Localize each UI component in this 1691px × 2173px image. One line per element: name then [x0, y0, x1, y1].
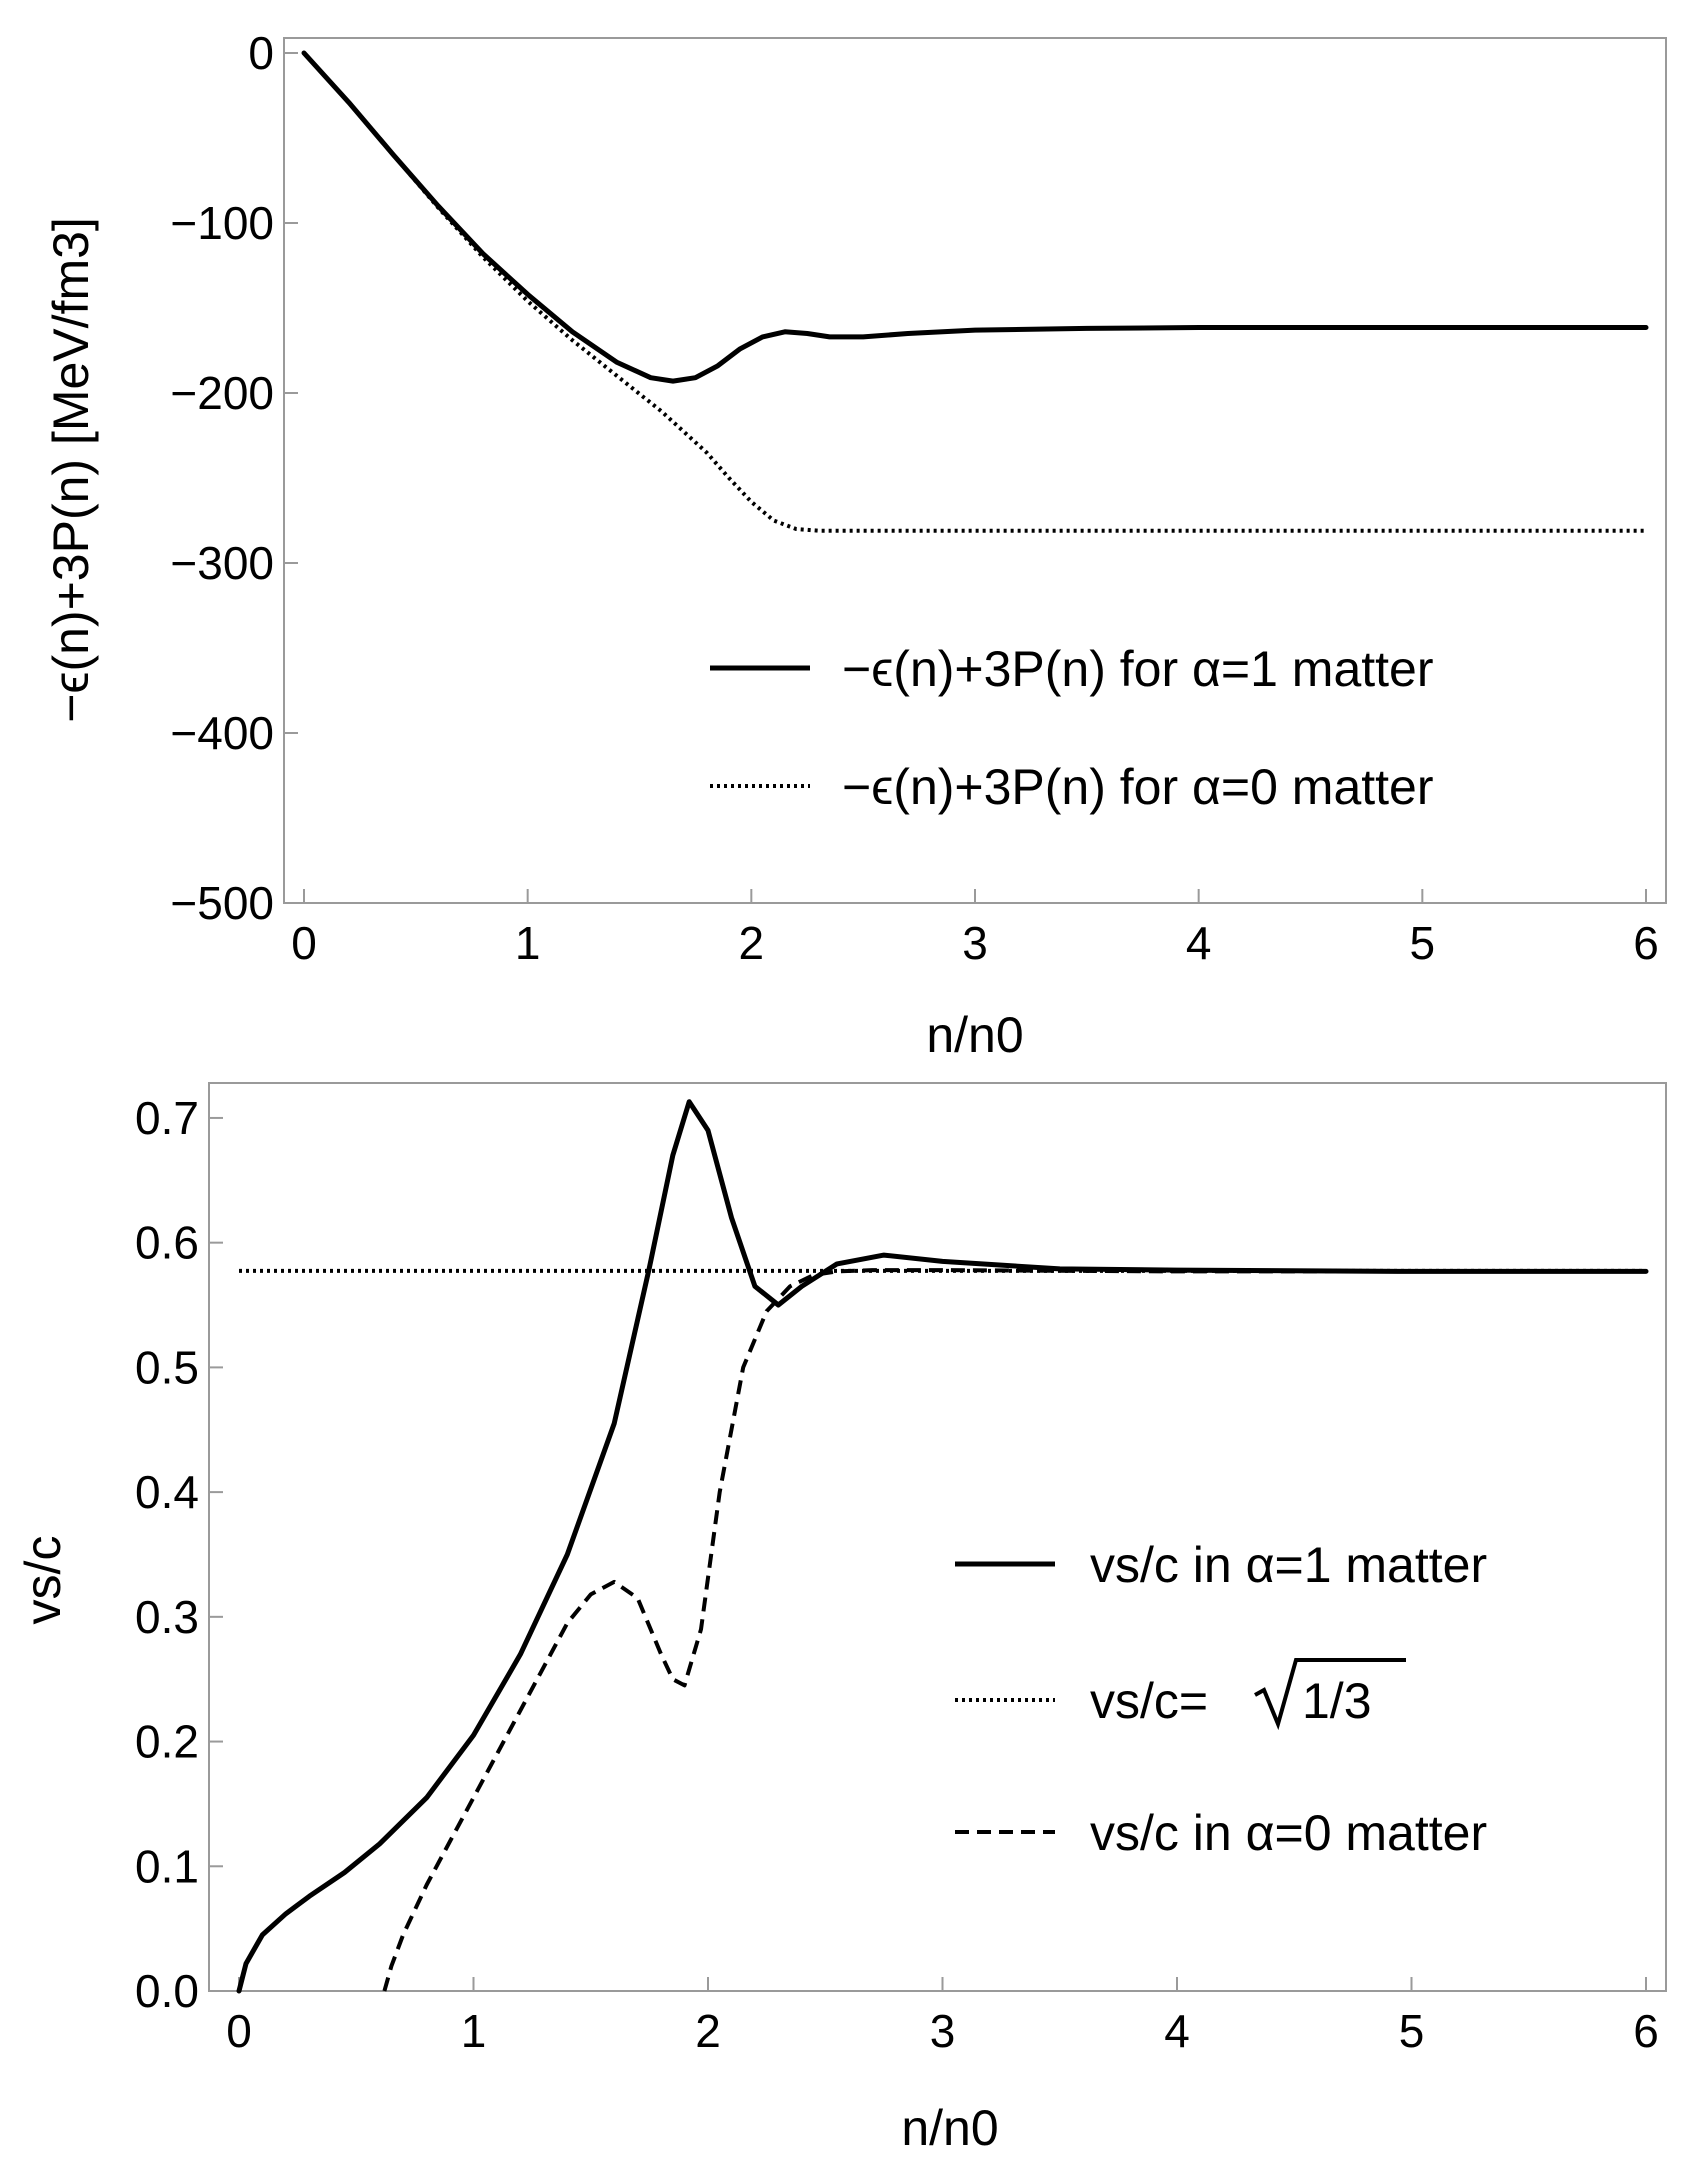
x-tick-label: 4 [1186, 917, 1212, 969]
series-bottom [236, 1099, 1649, 1994]
legend-label-alpha0-bottom: vs/c in α=0 matter [1090, 1805, 1487, 1861]
x-tick-label: 6 [1633, 2005, 1659, 2057]
x-tick-label: 6 [1633, 917, 1659, 969]
y-tick-label: −200 [170, 367, 274, 419]
legend-bottom: vs/c in α=1 matter vs/c= 1/3 vs/c in α=0… [955, 1537, 1487, 1861]
x-tick-label: 5 [1410, 917, 1436, 969]
legend-label-alpha1-top: −ϵ(n)+3P(n) for α=1 matter [842, 641, 1434, 697]
y-tick-label: −400 [170, 707, 274, 759]
y-tick-label: −300 [170, 537, 274, 589]
legend-top: −ϵ(n)+3P(n) for α=1 matter −ϵ(n)+3P(n) f… [710, 641, 1434, 815]
x-tick-label: 3 [962, 917, 988, 969]
chart-bottom: 0.0 0.1 0.2 0.3 0.4 0.5 0.6 0.7 0 1 2 3 4 5 6 vs/c n/… [15, 1082, 1667, 2156]
y-tick-label: 0.0 [135, 1965, 199, 2017]
x-tick-label: 1 [461, 2005, 487, 2057]
y-tick-label: 0.1 [135, 1840, 199, 1892]
y-tick-label: 0.6 [135, 1217, 199, 1269]
x-tick-label: 5 [1399, 2005, 1425, 2057]
series-line-dotted [302, 51, 1646, 533]
legend-label-alpha0-top: −ϵ(n)+3P(n) for α=0 matter [842, 759, 1434, 815]
x-tick-label: 1 [515, 917, 541, 969]
legend-label-sqrt-bottom: vs/c= [1090, 1673, 1208, 1729]
y-tick-label: 0.5 [135, 1341, 199, 1393]
legend-label-alpha1-bottom: vs/c in α=1 matter [1090, 1537, 1487, 1593]
series-line-solid [301, 50, 1649, 384]
x-axis-label-top: n/n0 [926, 1007, 1023, 1063]
x-tick-label: 0 [226, 2005, 252, 2057]
series-top [301, 50, 1649, 533]
x-tick-label: 2 [695, 2005, 721, 2057]
plot-frame-bottom [208, 1082, 1667, 1992]
x-ticks-top: 0 1 2 3 4 5 6 [291, 889, 1659, 969]
x-tick-label: 3 [930, 2005, 956, 2057]
x-ticks-bottom: 0 1 2 3 4 5 6 [226, 1977, 1659, 2057]
chart-top: 0 −100 −200 −300 −400 −500 0 1 2 3 4 5 6 −ϵ(n)+3P(n… [43, 27, 1667, 1063]
legend-sqrt-radicand: 1/3 [1302, 1673, 1372, 1729]
y-tick-label: 0.3 [135, 1591, 199, 1643]
y-tick-label: −500 [170, 877, 274, 929]
series-line-dashed [382, 1268, 1646, 1992]
x-tick-label: 0 [291, 917, 317, 969]
y-tick-label: 0.4 [135, 1466, 199, 1518]
x-axis-label-bottom: n/n0 [901, 2100, 998, 2156]
x-tick-label: 4 [1164, 2005, 1190, 2057]
y-ticks-bottom: 0.0 0.1 0.2 0.3 0.4 0.5 0.6 0.7 [135, 1092, 223, 2017]
y-axis-label-bottom: vs/c [15, 1536, 71, 1625]
y-tick-label: 0 [248, 27, 274, 79]
sqrt-radical-icon [1254, 1658, 1406, 1731]
y-ticks-top: 0 −100 −200 −300 −400 −500 [170, 27, 298, 929]
y-axis-label-top: −ϵ(n)+3P(n) [MeV/fm3] [43, 217, 99, 723]
x-tick-label: 2 [739, 917, 765, 969]
y-tick-label: −100 [170, 197, 274, 249]
y-tick-label: 0.2 [135, 1716, 199, 1768]
series-line-solid [236, 1099, 1649, 1994]
y-tick-label: 0.7 [135, 1092, 199, 1144]
